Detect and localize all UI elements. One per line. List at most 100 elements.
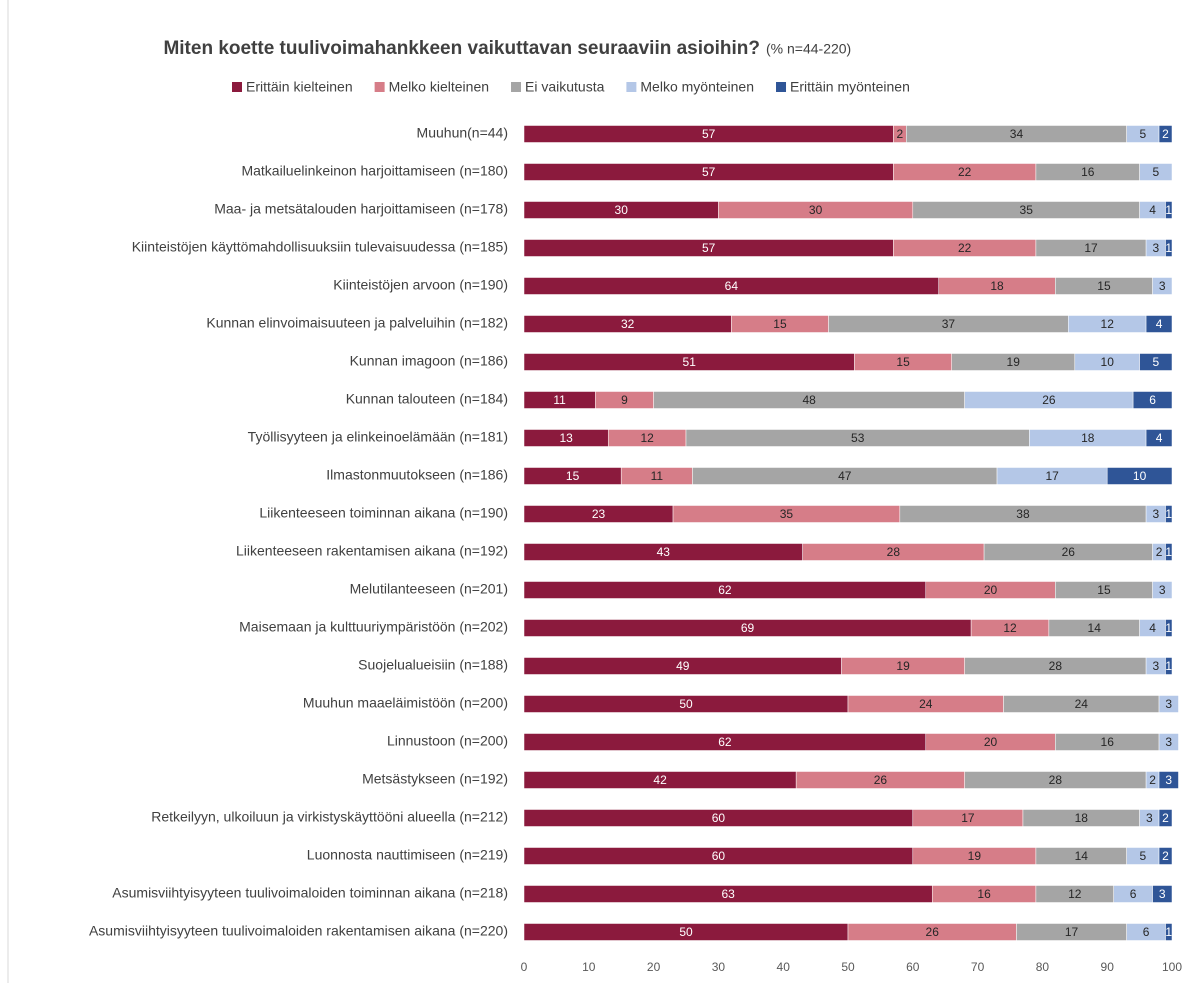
value-label: 50 bbox=[679, 697, 693, 711]
value-label: 26 bbox=[1062, 545, 1076, 559]
legend-swatch bbox=[374, 82, 385, 92]
value-label: 2 bbox=[1162, 849, 1169, 863]
x-tick-label: 80 bbox=[1036, 960, 1050, 974]
value-label: 26 bbox=[1042, 393, 1056, 407]
value-label: 5 bbox=[1152, 165, 1159, 179]
value-label: 57 bbox=[702, 241, 716, 255]
value-label: 30 bbox=[809, 203, 823, 217]
value-label: 3 bbox=[1152, 507, 1159, 521]
y-tick-label: Työllisyyteen ja elinkeinoelämään (n=181… bbox=[248, 429, 508, 445]
value-label: 47 bbox=[838, 469, 852, 483]
value-label: 30 bbox=[615, 203, 629, 217]
value-label: 43 bbox=[657, 545, 671, 559]
value-label: 17 bbox=[961, 811, 975, 825]
value-label: 38 bbox=[1016, 507, 1030, 521]
y-tick-label: Asumisviihtyisyyteen tuulivoimaloiden ra… bbox=[89, 923, 508, 939]
y-tick-label: Liikenteeseen toiminnan aikana (n=190) bbox=[259, 505, 508, 521]
bar-segment bbox=[1165, 619, 1173, 637]
value-label: 4 bbox=[1156, 431, 1163, 445]
value-label: 11 bbox=[553, 393, 566, 407]
y-tick-label: Linnustoon (n=200) bbox=[387, 733, 508, 749]
x-tick-label: 70 bbox=[971, 960, 985, 974]
y-tick-label: Kiinteistöjen käyttömahdollisuuksiin tul… bbox=[132, 239, 508, 255]
y-tick-label: Suojelualueisiin (n=188) bbox=[358, 657, 508, 673]
value-label: 63 bbox=[721, 887, 735, 901]
value-label: 10 bbox=[1133, 469, 1147, 483]
value-label: 2 bbox=[1156, 545, 1163, 559]
y-tick-label: Kunnan imagoon (n=186) bbox=[350, 353, 508, 369]
y-tick-label: Luonnosta nauttimiseen (n=219) bbox=[307, 847, 508, 863]
value-label: 3 bbox=[1165, 697, 1172, 711]
legend-label: Ei vaikutusta bbox=[525, 79, 605, 95]
value-label: 4 bbox=[1156, 317, 1163, 331]
value-label: 24 bbox=[1075, 697, 1089, 711]
bar-segment bbox=[1145, 315, 1173, 333]
value-label: 10 bbox=[1101, 355, 1115, 369]
value-label: 28 bbox=[1049, 659, 1063, 673]
value-label: 15 bbox=[1097, 583, 1111, 597]
value-label: 20 bbox=[984, 735, 998, 749]
value-label: 6 bbox=[1149, 393, 1156, 407]
value-label: 6 bbox=[1143, 925, 1150, 939]
bar-segment bbox=[1165, 239, 1173, 257]
x-tick-label: 40 bbox=[777, 960, 791, 974]
value-label: 60 bbox=[712, 811, 726, 825]
value-label: 17 bbox=[1045, 469, 1059, 483]
value-label: 2 bbox=[1162, 811, 1169, 825]
value-label: 42 bbox=[653, 773, 667, 787]
value-label: 3 bbox=[1152, 659, 1159, 673]
value-label: 15 bbox=[896, 355, 910, 369]
x-tick-label: 90 bbox=[1101, 960, 1115, 974]
value-label: 1 bbox=[1165, 241, 1172, 255]
y-tick-label: Asumisviihtyisyyteen tuulivoimaloiden to… bbox=[112, 885, 508, 901]
y-tick-label: Kiinteistöjen arvoon (n=190) bbox=[333, 277, 508, 293]
value-label: 3 bbox=[1159, 279, 1166, 293]
x-tick-label: 60 bbox=[906, 960, 920, 974]
value-label: 1 bbox=[1165, 203, 1172, 217]
bar-segment bbox=[1158, 733, 1179, 751]
value-label: 15 bbox=[566, 469, 580, 483]
value-label: 12 bbox=[1068, 887, 1082, 901]
value-label: 12 bbox=[1101, 317, 1115, 331]
legend-swatch bbox=[776, 82, 787, 92]
bar-segment bbox=[1165, 505, 1173, 523]
x-tick-label: 50 bbox=[841, 960, 855, 974]
legend-label: Erittäin myönteinen bbox=[790, 79, 910, 95]
y-tick-label: Melutilanteeseen (n=201) bbox=[350, 581, 508, 597]
value-label: 57 bbox=[702, 165, 716, 179]
value-label: 20 bbox=[984, 583, 998, 597]
value-label: 12 bbox=[1003, 621, 1017, 635]
value-label: 18 bbox=[990, 279, 1004, 293]
value-label: 1 bbox=[1165, 507, 1172, 521]
legend-swatch bbox=[511, 82, 522, 92]
y-tick-label: Maisemaan ja kulttuuriympäristöön (n=202… bbox=[239, 619, 508, 635]
y-tick-label: Liikenteeseen rakentamisen aikana (n=192… bbox=[236, 543, 508, 559]
bar-segment bbox=[1165, 543, 1173, 561]
value-label: 60 bbox=[712, 849, 726, 863]
value-label: 13 bbox=[559, 431, 573, 445]
y-tick-label: Metsästykseen (n=192) bbox=[362, 771, 508, 787]
value-label: 37 bbox=[942, 317, 956, 331]
y-tick-label: Kunnan elinvoimaisuuteen ja palveluihin … bbox=[206, 315, 508, 331]
value-label: 11 bbox=[651, 469, 664, 483]
value-label: 16 bbox=[1081, 165, 1095, 179]
value-label: 1 bbox=[1165, 621, 1172, 635]
bar-segment bbox=[1158, 809, 1173, 827]
bar-segment bbox=[1165, 657, 1173, 675]
value-label: 3 bbox=[1165, 735, 1172, 749]
value-label: 62 bbox=[718, 583, 732, 597]
bar-segment bbox=[1139, 163, 1173, 181]
value-label: 49 bbox=[676, 659, 690, 673]
value-label: 35 bbox=[780, 507, 794, 521]
chart-subtitle: (% n=44-220) bbox=[766, 41, 851, 57]
bar-segment bbox=[1145, 429, 1173, 447]
value-label: 5 bbox=[1139, 849, 1146, 863]
value-label: 57 bbox=[702, 127, 716, 141]
x-tick-label: 10 bbox=[582, 960, 596, 974]
chart-title: Miten koette tuulivoimahankkeen vaikutta… bbox=[163, 38, 760, 59]
value-label: 5 bbox=[1139, 127, 1146, 141]
bar-segment bbox=[1106, 467, 1173, 485]
value-label: 18 bbox=[1075, 811, 1089, 825]
value-label: 3 bbox=[1159, 887, 1166, 901]
